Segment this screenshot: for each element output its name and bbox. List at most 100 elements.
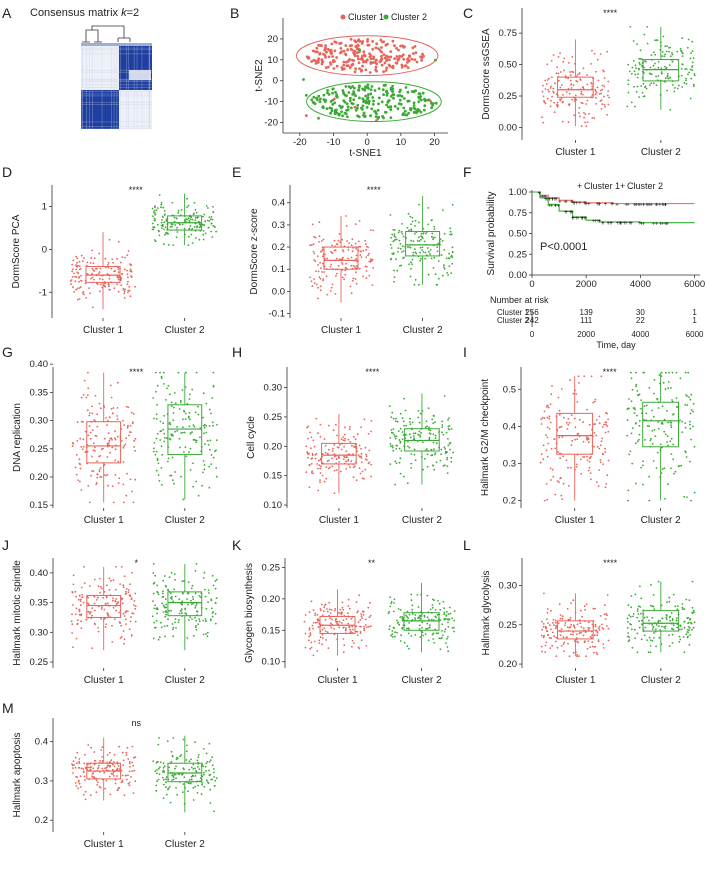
boxplot-point-cluster-1 — [129, 268, 132, 271]
boxplot-box-cluster-1 — [85, 266, 121, 283]
boxplot-point-cluster-1 — [367, 433, 370, 435]
boxplot-point-cluster-2 — [432, 238, 434, 241]
boxplot-point-cluster-1 — [96, 784, 99, 786]
boxplot-point-cluster-2 — [692, 626, 695, 629]
boxplot-point-cluster-1 — [585, 103, 588, 105]
boxplot-point-cluster-2 — [168, 609, 171, 612]
boxplot-point-cluster-2 — [635, 371, 637, 374]
boxplot-point-cluster-2 — [644, 85, 647, 88]
boxplot-point-cluster-2 — [187, 217, 190, 220]
boxplot-point-cluster-2 — [168, 423, 171, 425]
boxplot-point-cluster-2 — [446, 610, 448, 613]
boxplot-point-cluster-2 — [678, 640, 681, 643]
boxplot-point-cluster-1 — [318, 459, 320, 462]
boxplot-point-cluster-1 — [313, 282, 316, 284]
tsne-point-cluster-1 — [350, 44, 353, 47]
boxplot-point-cluster-2 — [156, 403, 159, 406]
survival-censor-mark: + — [558, 199, 562, 205]
boxplot-point-cluster-2 — [419, 246, 422, 249]
tsne-point-cluster-2 — [384, 111, 388, 114]
boxplot-point-cluster-2 — [411, 421, 414, 424]
boxplot-point-cluster-2 — [448, 265, 451, 268]
boxplot-point-cluster-2 — [164, 635, 166, 638]
boxplot-point-cluster-1 — [306, 451, 308, 454]
boxplot-point-cluster-2 — [689, 634, 691, 636]
boxplot-point-cluster-2 — [653, 608, 656, 611]
boxplot-point-cluster-2 — [428, 436, 431, 439]
boxplot-point-cluster-2 — [211, 397, 214, 399]
boxplot-point-cluster-2 — [205, 633, 207, 635]
boxplot-point-cluster-2 — [172, 412, 175, 414]
boxplot-point-cluster-1 — [87, 387, 90, 390]
boxplot-point-cluster-1 — [89, 262, 92, 264]
tsne-point-cluster-2 — [400, 94, 404, 98]
boxplot-point-cluster-2 — [183, 227, 186, 230]
boxplot-point-cluster-1 — [365, 618, 367, 621]
boxplot-point-cluster-1 — [121, 602, 124, 605]
boxplot-point-cluster-1 — [352, 279, 354, 282]
tsne-x-tick-label: -10 — [327, 137, 341, 148]
boxplot-point-cluster-2 — [410, 635, 413, 637]
boxplot-point-cluster-2 — [642, 83, 645, 85]
boxplot-point-cluster-2 — [414, 634, 417, 636]
boxplot-point-cluster-1 — [557, 622, 560, 625]
boxplot-point-cluster-2 — [214, 580, 217, 582]
boxplot-point-cluster-1 — [541, 116, 543, 119]
boxplot-point-cluster-1 — [566, 626, 569, 629]
boxplot-point-cluster-2 — [431, 606, 434, 609]
tsne-point-cluster-2 — [401, 113, 405, 117]
boxplot-point-cluster-1 — [94, 434, 97, 437]
boxplot-point-cluster-2 — [435, 461, 438, 464]
boxplot-point-cluster-1 — [80, 489, 83, 491]
boxplot-point-cluster-2 — [679, 419, 681, 421]
boxplot-point-cluster-2 — [164, 233, 166, 236]
boxplot-point-cluster-1 — [360, 250, 362, 253]
boxplot-point-cluster-1 — [555, 655, 558, 658]
boxplot-point-cluster-1 — [324, 445, 327, 447]
boxplot-point-cluster-2 — [189, 418, 191, 421]
boxplot-point-cluster-1 — [315, 417, 318, 420]
boxplot-point-cluster-1 — [555, 72, 558, 75]
boxplot-point-cluster-1 — [80, 254, 83, 257]
boxplot-point-cluster-2 — [178, 619, 180, 621]
boxplot-point-cluster-2 — [689, 423, 691, 426]
tsne-point-cluster-2 — [364, 86, 367, 90]
survival-censor-mark: + — [660, 222, 664, 228]
boxplot-point-cluster-1 — [129, 478, 132, 481]
boxplot-point-cluster-2 — [687, 635, 689, 638]
boxplot-point-cluster-1 — [85, 297, 87, 299]
boxplot-point-cluster-2 — [206, 631, 209, 634]
boxplot-point-cluster-2 — [210, 598, 213, 601]
tsne-point-cluster-2 — [347, 85, 351, 88]
boxplot-point-cluster-2 — [399, 457, 402, 460]
boxplot-point-cluster-1 — [76, 622, 79, 625]
boxplot-y-tick-label: 0.25 — [262, 562, 281, 573]
boxplot-point-cluster-2 — [194, 219, 197, 222]
boxplot-point-cluster-2 — [208, 761, 211, 763]
boxplot-y-tick-label: 0.30 — [499, 581, 518, 592]
boxplot-point-cluster-2 — [153, 217, 156, 220]
tsne-point-cluster-2 — [317, 94, 321, 98]
tsne-y-label: t-SNE2 — [254, 59, 265, 92]
panel-label-f: F — [463, 164, 472, 180]
boxplot-point-cluster-1 — [347, 598, 350, 601]
boxplot-point-cluster-1 — [545, 434, 547, 436]
boxplot-point-cluster-2 — [642, 460, 644, 463]
boxplot-point-cluster-1 — [112, 599, 114, 602]
boxplot-point-cluster-1 — [70, 620, 73, 623]
boxplot-point-cluster-1 — [132, 612, 135, 615]
boxplot-point-cluster-2 — [153, 417, 155, 420]
boxplot-point-cluster-1 — [607, 80, 610, 83]
boxplot-point-cluster-1 — [316, 621, 319, 623]
survival-censor-mark: + — [583, 216, 587, 222]
boxplot-point-cluster-2 — [210, 216, 213, 218]
boxplot-point-cluster-2 — [159, 761, 162, 764]
boxplot-point-cluster-1 — [319, 608, 322, 610]
boxplot-point-cluster-1 — [330, 250, 332, 253]
boxplot-point-cluster-1 — [602, 69, 605, 72]
boxplot-point-cluster-1 — [308, 629, 311, 631]
boxplot-point-cluster-1 — [89, 611, 92, 614]
boxplot-point-cluster-2 — [668, 371, 670, 374]
boxplot-point-cluster-1 — [605, 612, 607, 615]
boxplot-point-cluster-2 — [645, 404, 648, 407]
